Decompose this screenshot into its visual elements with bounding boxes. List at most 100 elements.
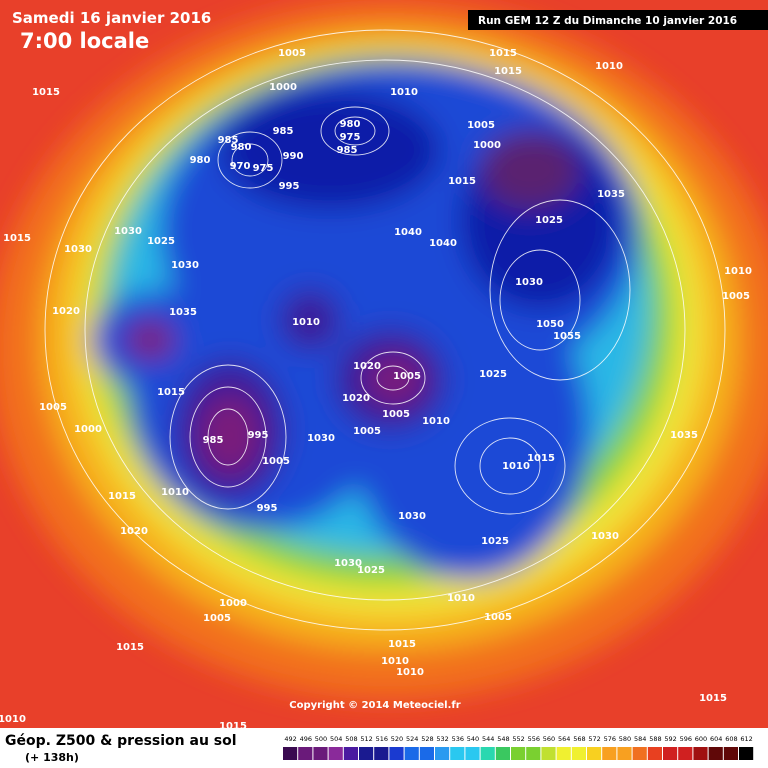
isobar-label: 1015 bbox=[108, 491, 136, 502]
isobar-label: 985 bbox=[218, 135, 239, 146]
colorbar-swatch bbox=[739, 747, 754, 760]
colorbar-swatch bbox=[328, 747, 343, 760]
isobar-label: 1030 bbox=[591, 531, 619, 542]
colorbar-swatch bbox=[283, 747, 298, 760]
isobar-label: 1040 bbox=[429, 238, 457, 249]
colorbar-label: 556 bbox=[528, 735, 540, 743]
isobar-label: 1030 bbox=[307, 433, 335, 444]
isobar-label: 1030 bbox=[334, 558, 362, 569]
copyright: Copyright © 2014 Meteociel.fr bbox=[289, 700, 460, 711]
colorbar-swatch bbox=[678, 747, 693, 760]
isobar-label: 1015 bbox=[116, 642, 144, 653]
colorbar-swatch bbox=[541, 747, 556, 760]
isobar-label: 1015 bbox=[489, 48, 517, 59]
colorbar-swatch bbox=[298, 747, 313, 760]
lead-time: (+ 138h) bbox=[25, 751, 79, 764]
date: Samedi 16 janvier 2016 bbox=[12, 9, 211, 27]
isobar-label: 1025 bbox=[535, 215, 563, 226]
isobar-label: 1030 bbox=[515, 277, 543, 288]
colorbar-label: 512 bbox=[360, 735, 372, 743]
isobar-label: 1015 bbox=[32, 87, 60, 98]
colorbar-swatch bbox=[693, 747, 708, 760]
colorbar-label: 612 bbox=[740, 735, 752, 743]
colorbar-label: 520 bbox=[391, 735, 403, 743]
isobar-label: 1005 bbox=[484, 612, 512, 623]
isobar-label: 1005 bbox=[353, 426, 381, 437]
isobar-label: 995 bbox=[248, 430, 269, 441]
colorbar-label: 600 bbox=[695, 735, 707, 743]
isobar-label: 1010 bbox=[381, 656, 409, 667]
isobar-label: 1030 bbox=[64, 244, 92, 255]
isobar-label: 975 bbox=[340, 132, 361, 143]
isobar-label: 1000 bbox=[219, 598, 247, 609]
isobar-label: 1005 bbox=[393, 371, 421, 382]
isobar-label: 1010 bbox=[502, 461, 530, 472]
colorbar-label: 500 bbox=[315, 735, 327, 743]
colorbar-label: 576 bbox=[604, 735, 616, 743]
isobar-label: 1050 bbox=[536, 319, 564, 330]
isobar-label: 1010 bbox=[422, 416, 450, 427]
isobar-label: 1005 bbox=[262, 456, 290, 467]
isobar-label: 1015 bbox=[699, 693, 727, 704]
colorbar-swatch bbox=[359, 747, 374, 760]
isobar-label: 1010 bbox=[390, 87, 418, 98]
colorbar-label: 508 bbox=[345, 735, 357, 743]
colorbar-label: 492 bbox=[284, 735, 296, 743]
isobar-label: 1035 bbox=[597, 189, 625, 200]
isobar-label: 1010 bbox=[396, 667, 424, 678]
isobar-label: 985 bbox=[337, 145, 358, 156]
isobar-label: 1010 bbox=[292, 317, 320, 328]
isobar-label: 990 bbox=[283, 151, 304, 162]
colorbar-label: 544 bbox=[482, 735, 494, 743]
isobar-label: 1015 bbox=[157, 387, 185, 398]
isobar-label: 980 bbox=[190, 155, 211, 166]
colorbar-swatch bbox=[495, 747, 510, 760]
colorbar-label: 580 bbox=[619, 735, 631, 743]
colorbar-label: 516 bbox=[376, 735, 388, 743]
isobar-label: 1030 bbox=[171, 260, 199, 271]
colorbar-swatch bbox=[435, 747, 450, 760]
isobar-label: 1015 bbox=[527, 453, 555, 464]
colorbar-swatch bbox=[587, 747, 602, 760]
isobar-label: 1030 bbox=[398, 511, 426, 522]
colorbar-swatch bbox=[571, 747, 586, 760]
isobar-label: 1015 bbox=[494, 66, 522, 77]
isobar-label: 975 bbox=[253, 163, 274, 174]
isobar-label: 1005 bbox=[382, 409, 410, 420]
isobar-label: 1005 bbox=[203, 613, 231, 624]
colorbar-label: 564 bbox=[558, 735, 570, 743]
colorbar-swatch bbox=[419, 747, 434, 760]
colorbar-label: 548 bbox=[497, 735, 509, 743]
run-info: Run GEM 12 Z du Dimanche 10 janvier 2016 bbox=[478, 15, 737, 27]
time: 7:00 locale bbox=[20, 29, 149, 53]
isobar-label: 1020 bbox=[52, 306, 80, 317]
footer-title: Géop. Z500 & pression au sol bbox=[5, 733, 237, 749]
isobar-label: 1000 bbox=[269, 82, 297, 93]
colorbar-label: 572 bbox=[588, 735, 600, 743]
isobar-label: 1055 bbox=[553, 331, 581, 342]
colorbar-swatch bbox=[708, 747, 723, 760]
colorbar-swatch bbox=[404, 747, 419, 760]
isobar-label: 1010 bbox=[724, 266, 752, 277]
colorbar-label: 596 bbox=[680, 735, 692, 743]
isobar-label: 995 bbox=[257, 503, 278, 514]
isobar-label: 1005 bbox=[467, 120, 495, 131]
colorbar-swatch bbox=[450, 747, 465, 760]
colorbar-label: 604 bbox=[710, 735, 722, 743]
isobar-label: 1015 bbox=[3, 233, 31, 244]
colorbar-label: 532 bbox=[436, 735, 448, 743]
isobar-label: 1010 bbox=[595, 61, 623, 72]
colorbar-label: 524 bbox=[406, 735, 418, 743]
colorbar-swatch bbox=[389, 747, 404, 760]
colorbar-label: 560 bbox=[543, 735, 555, 743]
isobar-label: 985 bbox=[203, 435, 224, 446]
colorbar-swatch bbox=[511, 747, 526, 760]
colorbar-swatch bbox=[663, 747, 678, 760]
isobar-label: 1000 bbox=[473, 140, 501, 151]
colorbar-swatch bbox=[556, 747, 571, 760]
isobar-label: 1025 bbox=[147, 236, 175, 247]
colorbar-label: 536 bbox=[452, 735, 464, 743]
isobar-label: 1025 bbox=[357, 565, 385, 576]
colorbar-swatch bbox=[647, 747, 662, 760]
colorbar-swatch bbox=[313, 747, 328, 760]
